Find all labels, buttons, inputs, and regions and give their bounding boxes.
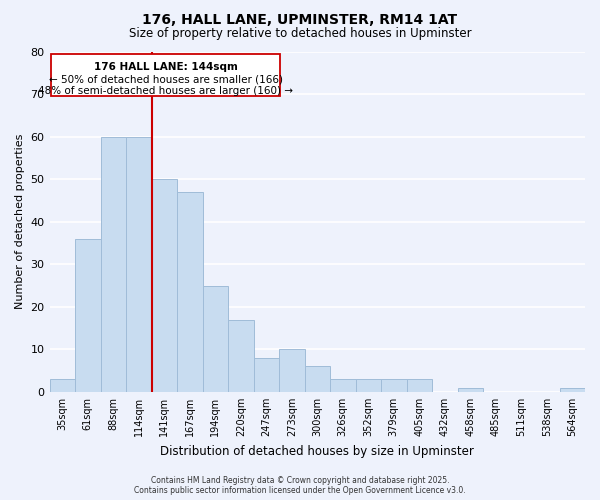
Bar	[458, 388, 483, 392]
Bar	[279, 350, 305, 392]
Bar	[75, 238, 101, 392]
Text: 176 HALL LANE: 144sqm: 176 HALL LANE: 144sqm	[94, 62, 238, 72]
Bar	[228, 320, 254, 392]
Bar	[381, 379, 407, 392]
Text: ← 50% of detached houses are smaller (166): ← 50% of detached houses are smaller (16…	[49, 74, 283, 84]
Bar	[177, 192, 203, 392]
Bar	[560, 388, 585, 392]
Bar	[254, 358, 279, 392]
Text: Contains public sector information licensed under the Open Government Licence v3: Contains public sector information licen…	[134, 486, 466, 495]
Bar	[407, 379, 432, 392]
Text: Size of property relative to detached houses in Upminster: Size of property relative to detached ho…	[128, 28, 472, 40]
Text: 48% of semi-detached houses are larger (160) →: 48% of semi-detached houses are larger (…	[38, 86, 293, 96]
Bar	[305, 366, 330, 392]
Bar	[203, 286, 228, 392]
Bar	[152, 179, 177, 392]
Bar	[126, 136, 152, 392]
Text: 176, HALL LANE, UPMINSTER, RM14 1AT: 176, HALL LANE, UPMINSTER, RM14 1AT	[142, 12, 458, 26]
Y-axis label: Number of detached properties: Number of detached properties	[15, 134, 25, 310]
Bar	[356, 379, 381, 392]
X-axis label: Distribution of detached houses by size in Upminster: Distribution of detached houses by size …	[160, 444, 474, 458]
Text: Contains HM Land Registry data © Crown copyright and database right 2025.: Contains HM Land Registry data © Crown c…	[151, 476, 449, 485]
Bar	[101, 136, 126, 392]
Bar	[50, 379, 75, 392]
FancyBboxPatch shape	[51, 54, 280, 96]
Bar	[330, 379, 356, 392]
